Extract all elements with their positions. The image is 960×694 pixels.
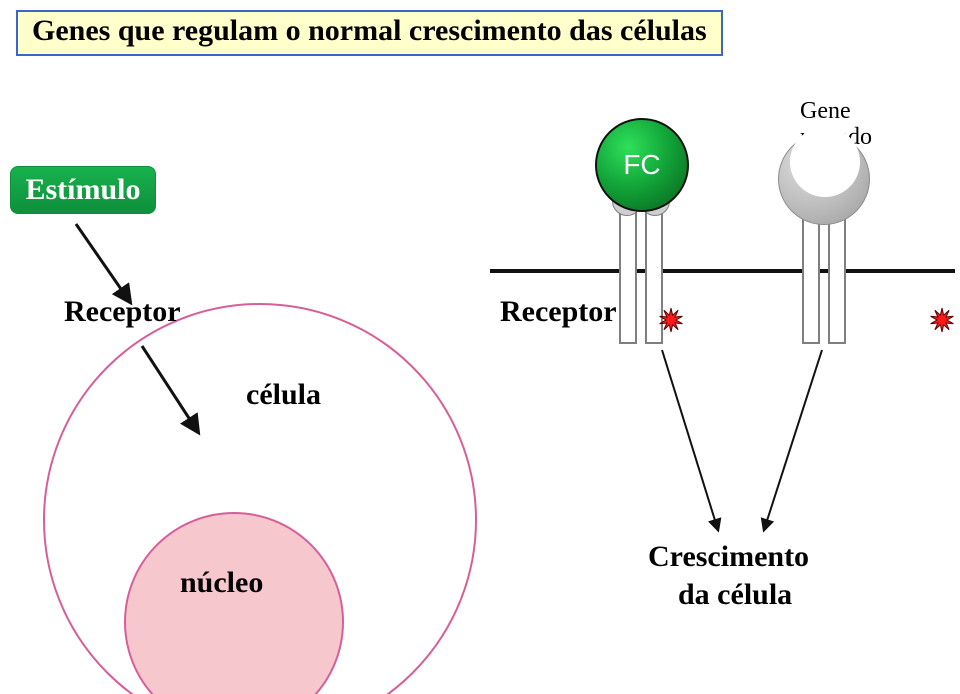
nucleo-label: núcleo: [180, 566, 263, 600]
title-text: Genes que regulam o normal crescimento d…: [32, 14, 707, 47]
gene-mutado-line1: Gene: [800, 98, 872, 124]
receptor-label-left: Receptor: [64, 295, 181, 329]
arrow: [764, 350, 822, 530]
crescimento-label-1: Crescimento: [648, 540, 809, 574]
membrane-line: [490, 269, 955, 273]
receptor-tube: [619, 205, 637, 344]
spark-icon: [660, 308, 683, 332]
fc-text: FC: [623, 149, 660, 181]
crescimento-label-2: da célula: [678, 578, 792, 612]
arrow: [662, 350, 718, 530]
estimulo-text: Estímulo: [25, 173, 140, 207]
celula-label: célula: [246, 378, 321, 412]
diagram-stage: Genes que regulam o normal crescimento d…: [0, 0, 960, 694]
receptor-tube: [828, 205, 846, 344]
spark-icon: [931, 308, 954, 332]
title-box: Genes que regulam o normal crescimento d…: [16, 10, 723, 56]
fc-circle: FC: [595, 118, 689, 212]
receptor-tube: [802, 205, 820, 344]
receptor-tube: [645, 205, 663, 344]
receptor-label-right: Receptor: [500, 295, 617, 329]
estimulo-badge: Estímulo: [8, 164, 158, 216]
mutated-crescent: [778, 133, 868, 223]
arrow: [76, 224, 130, 302]
